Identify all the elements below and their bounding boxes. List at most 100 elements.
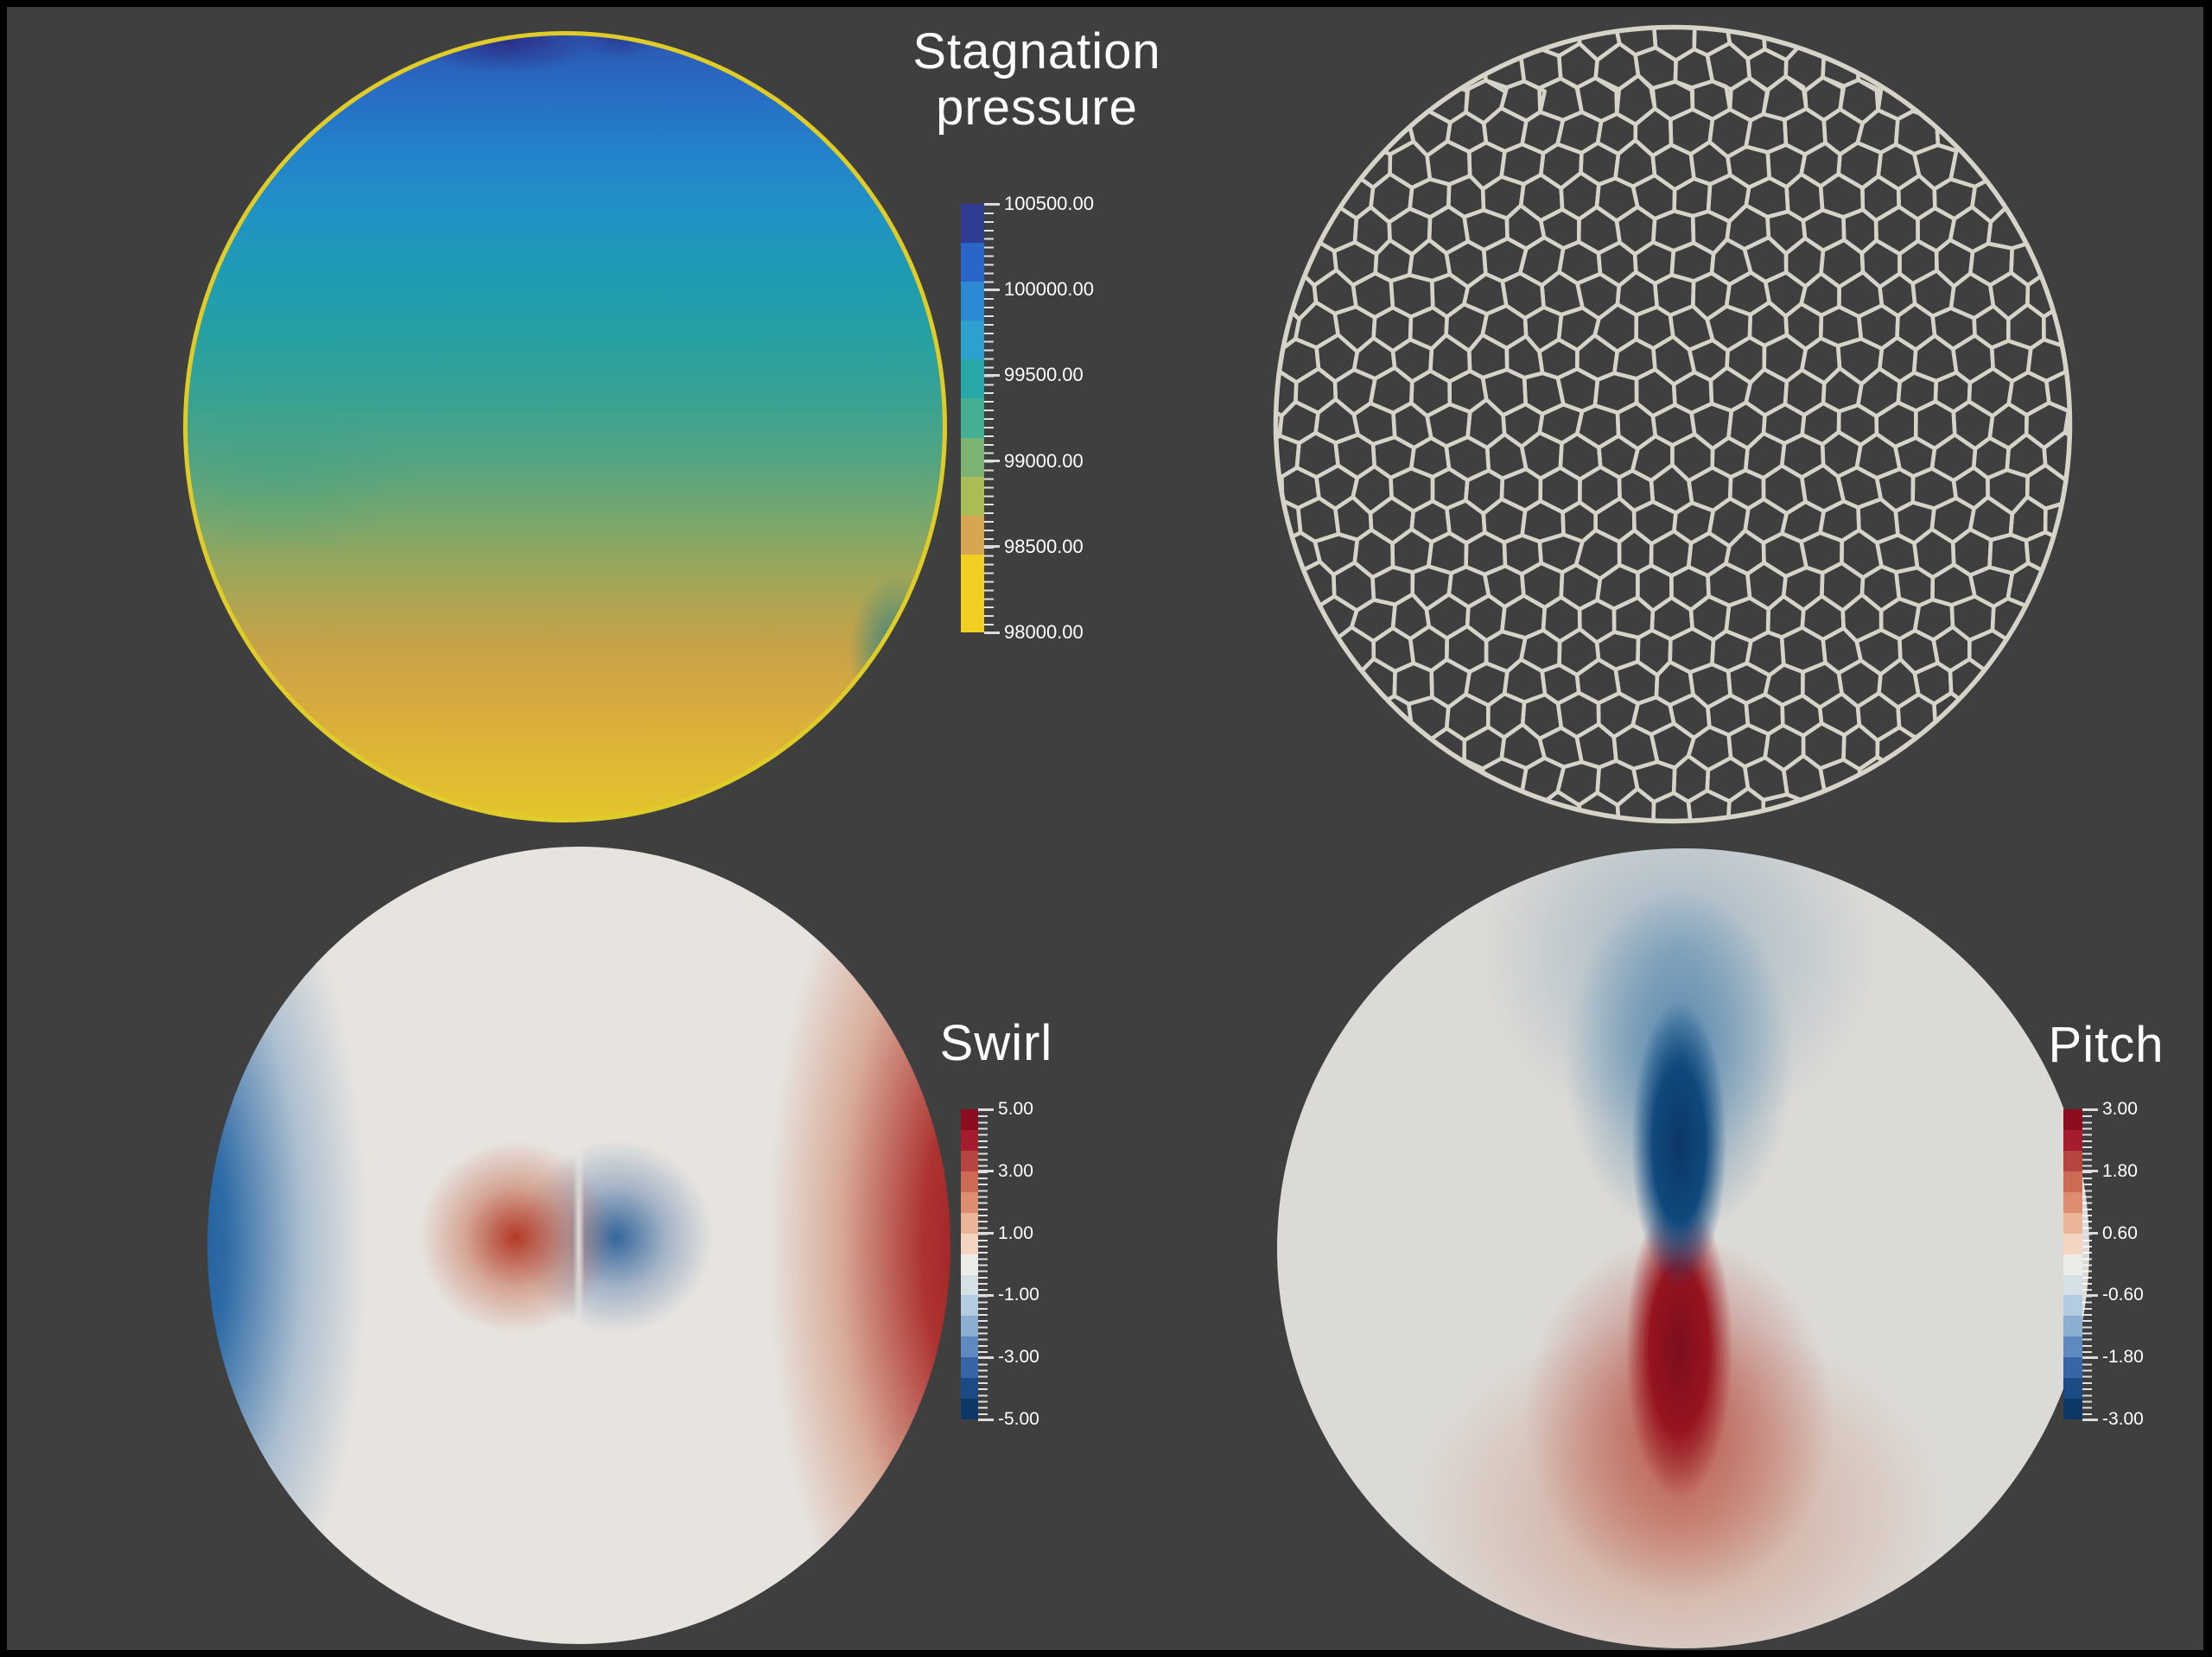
colorbar-minor-ticks <box>978 1109 988 1419</box>
colorbar-major-tick-row: 1.00 <box>978 1223 1033 1244</box>
colorbar-major-tick <box>2082 1108 2098 1111</box>
colorbar-band <box>2063 1129 2082 1151</box>
colorbar-band <box>2063 1357 2082 1379</box>
colorbar-tick-label: 5.00 <box>998 1099 1033 1119</box>
colorbar-band <box>961 1316 978 1337</box>
colorbar-band <box>2063 1378 2082 1400</box>
hex-cell <box>1278 369 1299 418</box>
colorbar-band <box>961 1254 978 1275</box>
colorbar-major-tick <box>978 1355 994 1359</box>
hex-cell <box>1333 625 1376 677</box>
hex-cell <box>1912 143 1959 192</box>
colorbar-major-tick <box>978 1418 994 1421</box>
hex-cell <box>1501 402 1545 449</box>
colorbar-band <box>2063 1109 2082 1130</box>
colorbar-major-tick-row: 99500.00 <box>984 364 1084 386</box>
hex-cell <box>2042 430 2068 482</box>
hex-cell <box>1313 531 1360 577</box>
stagnation-pressure-contour-disk <box>183 31 947 822</box>
hex-cell <box>1593 41 1641 93</box>
hex-cell <box>1986 467 2030 516</box>
colorbar-band <box>961 476 984 516</box>
colorbar-tick-label: 3.00 <box>998 1160 1033 1181</box>
colorbar-band <box>961 1129 978 1151</box>
hex-cell <box>1743 755 1789 803</box>
hex-cell <box>2044 370 2068 414</box>
hex-cell <box>1351 464 1394 516</box>
colorbar-major-tick-row: 0.60 <box>2082 1223 2138 1244</box>
hex-cell <box>1744 175 1790 219</box>
colorbar-major-tick <box>978 1293 994 1297</box>
colorbar-major-tick-row: 100000.00 <box>984 278 1094 301</box>
hex-cell <box>2043 500 2068 545</box>
hex-cell <box>1686 725 1733 772</box>
colorbar-tick-label: -5.00 <box>998 1409 1039 1429</box>
hex-cell <box>1480 756 1529 804</box>
colorbar-major-tick-row: -1.80 <box>2082 1347 2144 1368</box>
hex-cell <box>1576 29 1622 62</box>
hex-cell <box>1783 236 1826 289</box>
colorbar-major-tick-row: -5.00 <box>978 1409 1039 1430</box>
colorbar-band <box>2063 1150 2082 1171</box>
colorbar-band <box>2063 1295 2082 1317</box>
colorbar-band <box>961 437 984 477</box>
colorbar-band <box>961 1336 978 1358</box>
colorbar-gradient-bar <box>961 204 984 633</box>
colorbar-band <box>961 204 984 244</box>
colorbar-band <box>961 1274 978 1296</box>
colorbar-major-tick <box>984 631 1000 634</box>
colorbar-band <box>2063 1212 2082 1234</box>
hex-cell <box>1370 111 1416 156</box>
hex-cell <box>1596 240 1638 289</box>
title-line-2: pressure <box>936 79 1138 136</box>
colorbar-tick-label: -1.00 <box>998 1285 1039 1305</box>
colorbar-tick-label: 1.00 <box>998 1222 1033 1243</box>
colorbar-band <box>961 321 984 360</box>
stagnation-pressure-colorbar: 100500.00 100000.00 99500.00 99000.00 98500.… <box>961 193 1220 643</box>
colorbar-major-tick-row: 98000.00 <box>984 621 1084 644</box>
colorbar-tick-label: -1.80 <box>2102 1347 2144 1368</box>
colorbar-band <box>961 1171 978 1192</box>
hex-cell <box>1368 495 1415 546</box>
swirl-colorbar: 5.00 3.00 1.00 -1.00 -3.00 -5.00 <box>961 1099 1168 1429</box>
title-line-1: Stagnation <box>912 23 1161 79</box>
hex-cell <box>1781 565 1825 613</box>
hex-cell <box>1537 726 1584 770</box>
colorbar-major-tick <box>978 1170 994 1173</box>
hex-cell <box>1332 367 1377 417</box>
colorbar-gradient-bar <box>961 1109 978 1420</box>
hex-cell <box>1407 108 1452 158</box>
colorbar-minor-ticks <box>2082 1109 2092 1419</box>
colorbar-band <box>2063 1316 2082 1337</box>
colorbar-band <box>961 1295 978 1317</box>
hex-cell <box>1314 333 1360 384</box>
colorbar-tick-label: -3.00 <box>998 1347 1039 1368</box>
colorbar-major-tick-row: 1.80 <box>2082 1161 2138 1182</box>
hex-cell <box>1332 304 1377 354</box>
hex-cell <box>1763 270 1808 319</box>
hex-cell <box>1705 304 1753 353</box>
colorbar-gradient-bar <box>2063 1109 2082 1420</box>
colorbar-band <box>2063 1274 2082 1296</box>
colorbar-major-tick <box>978 1108 994 1111</box>
hex-cell <box>1930 306 1977 352</box>
pitch-colorbar: 3.00 1.80 0.60 -0.60 -1.80 -3.00 <box>2063 1099 2212 1429</box>
hex-cell <box>1836 658 1883 709</box>
colorbar-major-tick <box>2082 1418 2098 1421</box>
colorbar-band <box>961 554 984 594</box>
colorbar-band <box>961 243 984 283</box>
colorbar-major-tick-row: 3.00 <box>978 1161 1033 1182</box>
hex-cell <box>1838 78 1884 125</box>
colorbar-band <box>961 359 984 399</box>
colorbar-band <box>2063 1233 2082 1254</box>
colorbar-major-tick <box>2082 1232 2098 1235</box>
hex-cell <box>1519 756 1567 806</box>
colorbar-major-tick <box>984 545 1000 549</box>
colorbar-band <box>961 1378 978 1400</box>
hex-cell <box>1539 142 1584 191</box>
colorbar-band <box>961 282 984 321</box>
colorbar-band <box>961 515 984 555</box>
colorbar-tick-label: 3.00 <box>2102 1099 2138 1119</box>
colorbar-band <box>961 398 984 438</box>
